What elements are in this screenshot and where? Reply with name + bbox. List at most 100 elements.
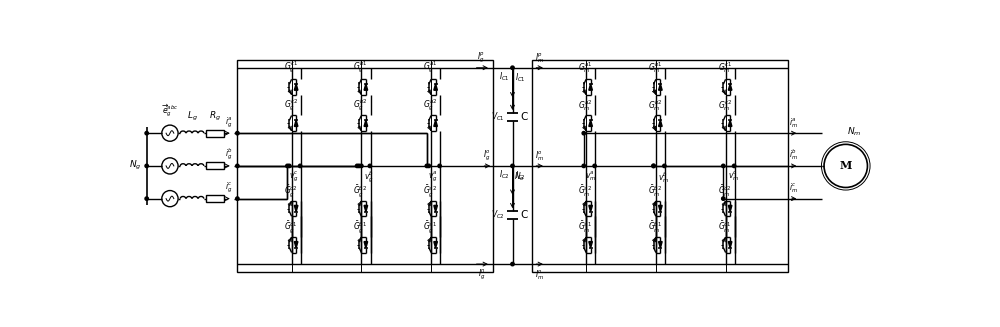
Text: $i^c_m$: $i^c_m$	[789, 182, 798, 195]
Text: $i^b_m$: $i^b_m$	[789, 147, 798, 163]
Circle shape	[582, 164, 586, 168]
Polygon shape	[364, 205, 368, 212]
Text: $v^b_g$: $v^b_g$	[364, 170, 374, 185]
Text: $\bar{G}_g^{c2}$: $\bar{G}_g^{c2}$	[284, 183, 298, 198]
Polygon shape	[728, 205, 732, 212]
Text: $G_g^{c1}$: $G_g^{c1}$	[284, 60, 298, 75]
Text: $G_m^{a2}$: $G_m^{a2}$	[578, 98, 593, 113]
Text: $I_g^o$: $I_g^o$	[483, 149, 491, 163]
Polygon shape	[659, 84, 662, 90]
Text: $\bar{G}_m^{b1}$: $\bar{G}_m^{b1}$	[648, 220, 662, 235]
Polygon shape	[589, 205, 592, 212]
Circle shape	[360, 164, 363, 168]
Circle shape	[357, 164, 361, 168]
Circle shape	[286, 164, 289, 168]
Text: $G_g^{a2}$: $G_g^{a2}$	[423, 98, 438, 113]
Circle shape	[355, 164, 359, 168]
Text: $v^c_g$: $v^c_g$	[289, 170, 299, 184]
Polygon shape	[659, 242, 662, 248]
Circle shape	[722, 197, 725, 200]
Text: $G_g^{c2}$: $G_g^{c2}$	[284, 98, 298, 113]
Text: $v^b_m$: $v^b_m$	[658, 170, 670, 185]
Text: $I_m^p$: $I_m^p$	[535, 51, 544, 65]
Text: $i^b_g$: $i^b_g$	[225, 147, 233, 163]
Text: $I_g^p$: $I_g^p$	[477, 51, 486, 65]
Text: $i^a_m$: $i^a_m$	[789, 116, 798, 130]
Polygon shape	[364, 242, 368, 248]
Circle shape	[236, 164, 239, 168]
Text: M: M	[840, 161, 852, 171]
Text: C: C	[520, 210, 528, 220]
Text: $v^a_m$: $v^a_m$	[585, 170, 596, 183]
Bar	[237, 60, 493, 272]
Text: $L_g$: $L_g$	[187, 110, 197, 123]
Bar	[206, 130, 224, 137]
Circle shape	[145, 197, 148, 200]
Circle shape	[145, 131, 148, 135]
Text: $\bar{G}_m^{c1}$: $\bar{G}_m^{c1}$	[718, 220, 732, 235]
Circle shape	[298, 164, 302, 168]
Text: $R_g$: $R_g$	[209, 110, 221, 123]
Text: $V_{C2}$: $V_{C2}$	[491, 209, 505, 221]
Text: $G_m^{a1}$: $G_m^{a1}$	[578, 60, 593, 75]
Circle shape	[652, 164, 655, 168]
Text: $G_m^{b1}$: $G_m^{b1}$	[648, 60, 663, 75]
Text: $\bar{G}_m^{b2}$: $\bar{G}_m^{b2}$	[648, 183, 662, 198]
Text: $\bar{G}_m^{c2}$: $\bar{G}_m^{c2}$	[718, 183, 732, 198]
Text: $I_{C2}$: $I_{C2}$	[515, 170, 526, 182]
Polygon shape	[728, 242, 732, 248]
Text: $\bar{G}_g^{b2}$: $\bar{G}_g^{b2}$	[353, 183, 368, 198]
Text: $\bar{G}_g^{a1}$: $\bar{G}_g^{a1}$	[423, 219, 437, 235]
Polygon shape	[728, 120, 732, 127]
Polygon shape	[294, 120, 298, 127]
Polygon shape	[434, 84, 437, 90]
Text: $I_m^n$: $I_m^n$	[535, 268, 544, 282]
Text: $I_{C1}$: $I_{C1}$	[499, 71, 510, 83]
Circle shape	[511, 66, 514, 69]
Circle shape	[145, 164, 148, 168]
Text: $I_{C2}$: $I_{C2}$	[499, 169, 510, 181]
Text: C: C	[520, 112, 528, 122]
Polygon shape	[589, 242, 592, 248]
Bar	[206, 163, 224, 169]
Polygon shape	[589, 84, 592, 90]
Circle shape	[511, 164, 514, 168]
Text: $V_{C1}$: $V_{C1}$	[491, 111, 505, 123]
Polygon shape	[728, 84, 732, 90]
Text: $G_g^{b1}$: $G_g^{b1}$	[353, 60, 368, 75]
Circle shape	[368, 164, 372, 168]
Polygon shape	[434, 120, 437, 127]
Polygon shape	[364, 120, 368, 127]
Polygon shape	[294, 205, 298, 212]
Text: $G_g^{b2}$: $G_g^{b2}$	[353, 98, 368, 113]
Polygon shape	[294, 242, 298, 248]
Circle shape	[427, 164, 431, 168]
Circle shape	[732, 164, 736, 168]
Text: $\bar{G}_m^{a1}$: $\bar{G}_m^{a1}$	[578, 220, 592, 235]
Circle shape	[722, 164, 725, 168]
Bar	[206, 195, 224, 202]
Polygon shape	[589, 120, 592, 127]
Text: $N_m$: $N_m$	[847, 126, 862, 138]
Polygon shape	[294, 84, 298, 90]
Text: $v^a_g$: $v^a_g$	[428, 170, 438, 184]
Text: $\bar{G}_g^{b1}$: $\bar{G}_g^{b1}$	[353, 219, 368, 235]
Polygon shape	[659, 120, 662, 127]
Circle shape	[582, 131, 586, 135]
Circle shape	[593, 164, 596, 168]
Text: $I_{C1}$: $I_{C1}$	[515, 72, 526, 84]
Text: $I_g^n$: $I_g^n$	[478, 268, 485, 283]
Text: $N_o$: $N_o$	[514, 170, 525, 183]
Text: $v^c_m$: $v^c_m$	[728, 170, 739, 183]
Text: $G_m^{c1}$: $G_m^{c1}$	[718, 60, 732, 75]
Polygon shape	[434, 242, 437, 248]
Text: $N_g$: $N_g$	[129, 159, 141, 172]
Circle shape	[652, 164, 655, 168]
Polygon shape	[434, 205, 437, 212]
Text: $\bar{G}_g^{a2}$: $\bar{G}_g^{a2}$	[423, 183, 437, 198]
Polygon shape	[659, 205, 662, 212]
Text: $G_m^{b2}$: $G_m^{b2}$	[648, 98, 663, 113]
Polygon shape	[364, 84, 368, 90]
Text: $G_g^{a1}$: $G_g^{a1}$	[423, 60, 438, 75]
Bar	[532, 60, 788, 272]
